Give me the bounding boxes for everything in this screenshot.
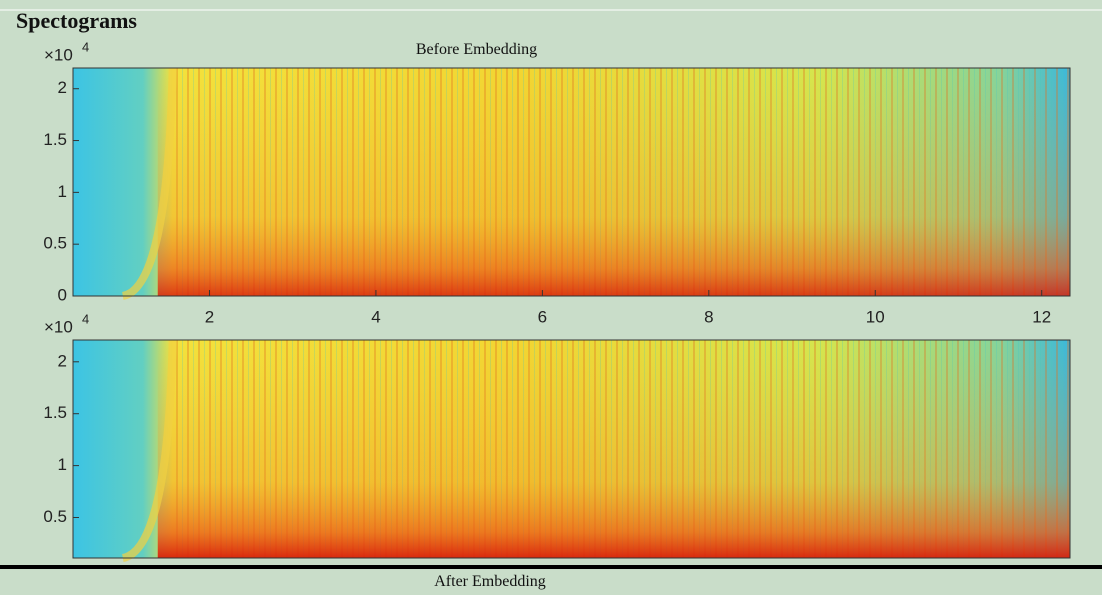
y-tick-label: 0	[58, 285, 67, 304]
x-tick-label: 10	[866, 307, 885, 326]
spectrogram-energy	[157, 340, 1070, 558]
y-tick-label: 0.5	[43, 507, 67, 526]
y-tick-label: 1.5	[43, 130, 67, 149]
exponent-base: ×10	[44, 317, 73, 336]
x-tick-label: 4	[371, 307, 380, 326]
y-tick-label: 2	[58, 78, 67, 97]
x-tick-label: 12	[1032, 307, 1051, 326]
y-tick-label: 1.5	[43, 403, 67, 422]
exponent: 4	[82, 311, 89, 326]
spectrogram-onset	[121, 67, 177, 300]
caption: After Embedding	[434, 573, 546, 590]
y-tick-label: 2	[58, 351, 67, 370]
x-tick-label: 2	[205, 307, 214, 326]
spectrogram-axes: 0.5 1 1.5 2 ×10 4	[43, 311, 1071, 562]
x-tick-label: 8	[704, 307, 713, 326]
x-tick-label: 6	[538, 307, 547, 326]
plot-box	[72, 339, 1071, 559]
plot-box	[72, 67, 1071, 297]
spectrogram-axes: 0 0.5 1 1.5 2 2 4 6 8 10 12 ×10 4 Before Embedding	[43, 39, 1071, 326]
y-tick-label: 0.5	[43, 234, 67, 253]
y-tick-label: 1	[58, 182, 67, 201]
exponent: 4	[82, 39, 89, 54]
exponent-base: ×10	[44, 45, 73, 64]
plot-title: Before Embedding	[416, 41, 537, 58]
spectrogram-energy	[157, 68, 1070, 296]
separator	[0, 565, 1102, 569]
spectrogram-onset	[121, 339, 177, 562]
panel-title: Spectograms	[16, 8, 137, 33]
y-tick-label: 1	[58, 455, 67, 474]
